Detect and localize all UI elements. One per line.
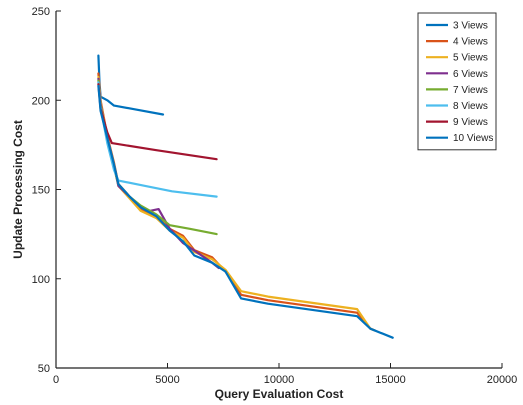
legend-label-3: 5 Views (453, 53, 488, 64)
y-axis-title: Update Processing Cost (11, 120, 25, 259)
legend-label-1: 3 Views (453, 21, 488, 32)
x-tick-label: 10000 (264, 374, 295, 386)
x-axis-title: Query Evaluation Cost (215, 387, 344, 401)
axes-layer: 0 5000 10000 15000 20000 50 100 150 200 250 Query … (11, 6, 517, 401)
x-tick-label: 20000 (487, 374, 518, 386)
y-tick-label: 100 (32, 274, 50, 286)
series-line-1 (97, 54, 165, 116)
series-layer (97, 54, 394, 339)
y-tick-label: 200 (32, 95, 50, 107)
legend-label-5: 7 Views (453, 85, 488, 96)
x-tick-label: 5000 (155, 374, 179, 386)
legend-label-6: 8 Views (453, 101, 488, 112)
legend-box (417, 12, 497, 151)
legend-label-4: 6 Views (453, 69, 488, 80)
x-tick-label: 0 (53, 374, 59, 386)
y-tick-label: 250 (32, 6, 50, 18)
series-line-7 (97, 83, 218, 161)
x-tick-label: 15000 (375, 374, 406, 386)
legend: 3 Views 4 Views 5 Views 6 Views 7 Views 8 Vie… (417, 12, 497, 151)
legend-label-2: 4 Views (453, 37, 488, 48)
y-tick-label: 150 (32, 185, 50, 197)
y-tick-label: 50 (38, 363, 50, 375)
legend-label-7: 9 Views (453, 117, 488, 128)
legend-label-8: 10 Views (453, 133, 493, 144)
series-line-8 (97, 84, 394, 339)
